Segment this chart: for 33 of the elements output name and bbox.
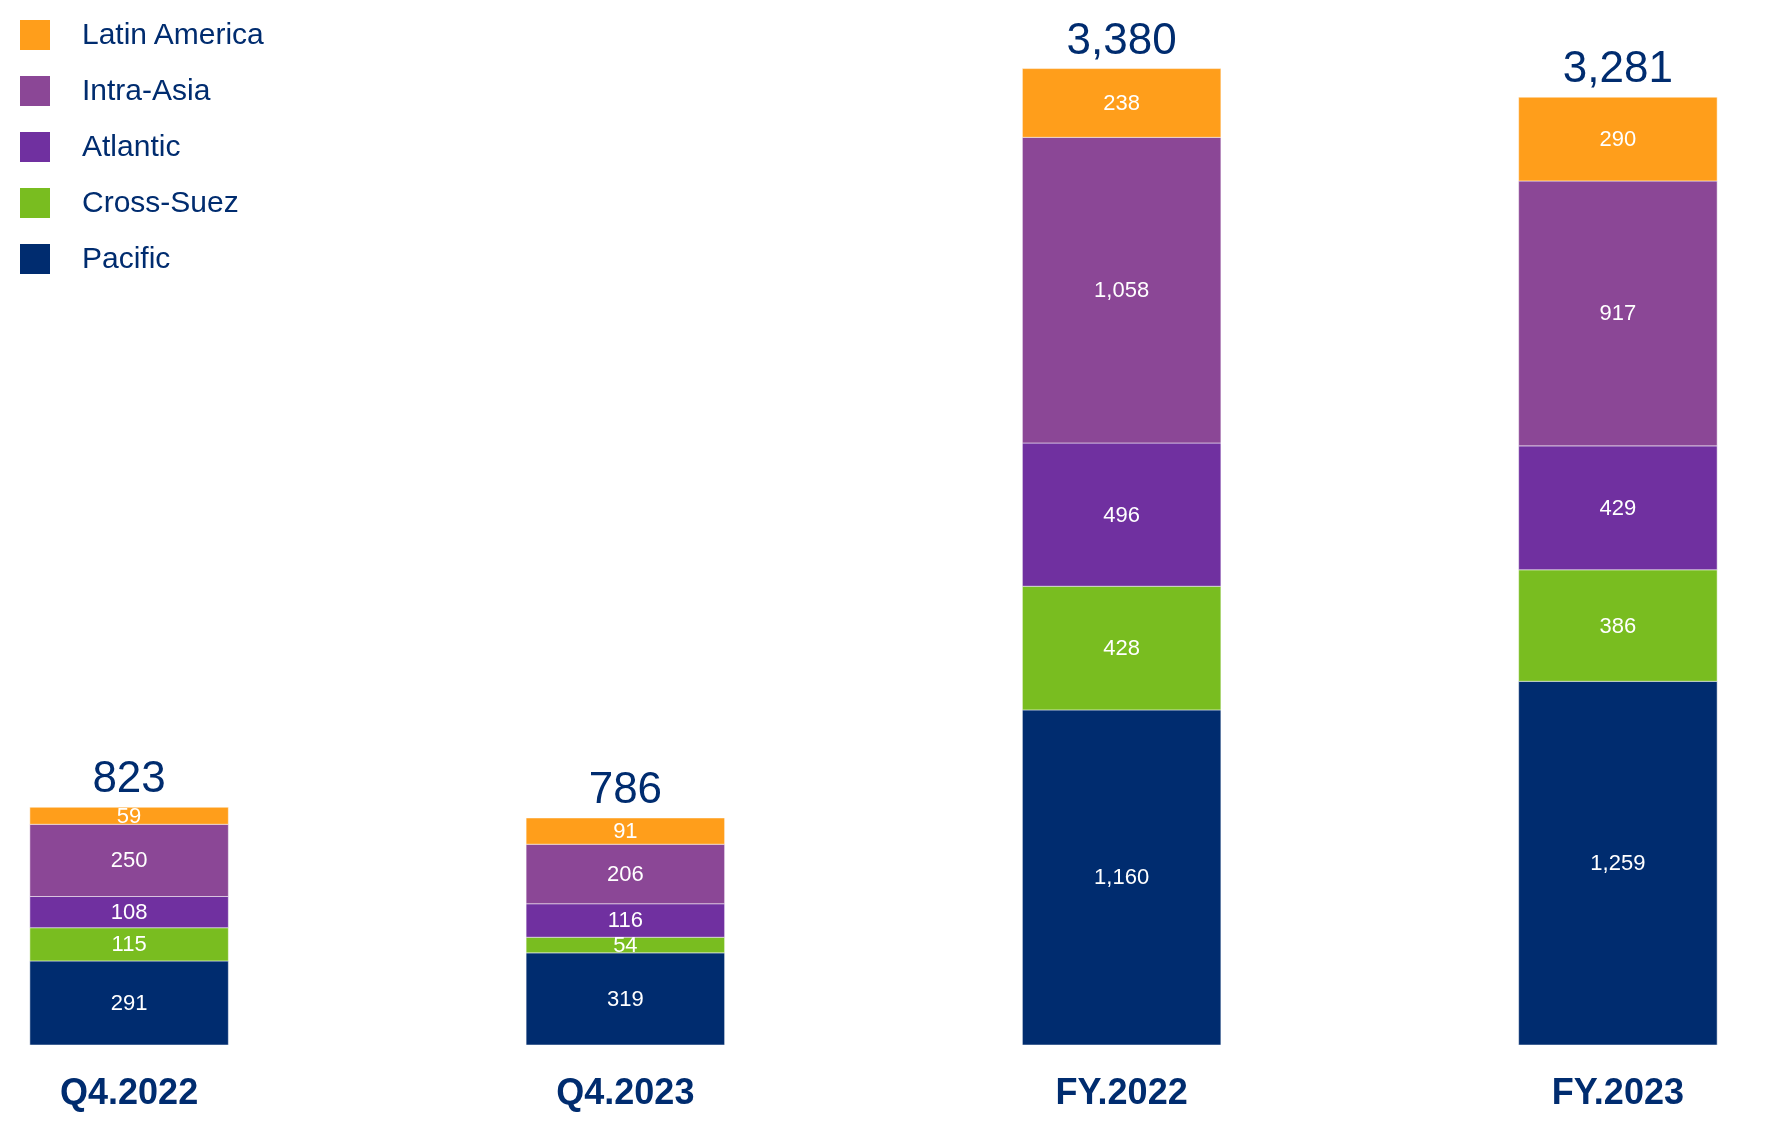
data-label: 1,259 — [1590, 850, 1646, 876]
data-label: 319 — [607, 985, 644, 1011]
data-label: 91 — [613, 818, 638, 844]
data-label: 250 — [110, 847, 148, 873]
x-tick-label: Q4.2023 — [556, 1070, 695, 1112]
legend-label: Intra-Asia — [82, 73, 211, 106]
data-label: 116 — [607, 907, 643, 933]
data-label: 1,058 — [1094, 277, 1150, 303]
legend-label: Latin America — [82, 17, 265, 50]
data-label: 108 — [110, 899, 148, 925]
x-tick-label: FY.2022 — [1055, 1070, 1188, 1112]
total-label: 823 — [92, 752, 166, 802]
data-label: 59 — [116, 802, 142, 828]
data-label: 429 — [1599, 494, 1637, 520]
total-label: 3,281 — [1562, 42, 1673, 92]
data-label: 1,160 — [1094, 864, 1150, 890]
total-label: 3,380 — [1066, 13, 1177, 63]
data-label: 917 — [1599, 300, 1637, 326]
total-label: 786 — [588, 762, 663, 812]
data-label: 291 — [110, 989, 148, 1015]
data-label: 386 — [1599, 612, 1637, 638]
legend-label: Atlantic — [82, 129, 181, 162]
data-label: 290 — [1599, 126, 1637, 152]
data-label: 115 — [111, 931, 147, 957]
data-label: 496 — [1103, 501, 1140, 527]
legend-label: Cross-Suez — [82, 185, 239, 218]
data-label: 54 — [613, 932, 638, 958]
x-tick-label: FY.2023 — [1551, 1070, 1684, 1112]
data-label: 238 — [1103, 89, 1140, 115]
data-label: 428 — [1103, 635, 1140, 661]
legend-label: Pacific — [82, 241, 171, 274]
x-tick-label: Q4.2022 — [60, 1070, 199, 1112]
data-label: 206 — [607, 860, 644, 886]
